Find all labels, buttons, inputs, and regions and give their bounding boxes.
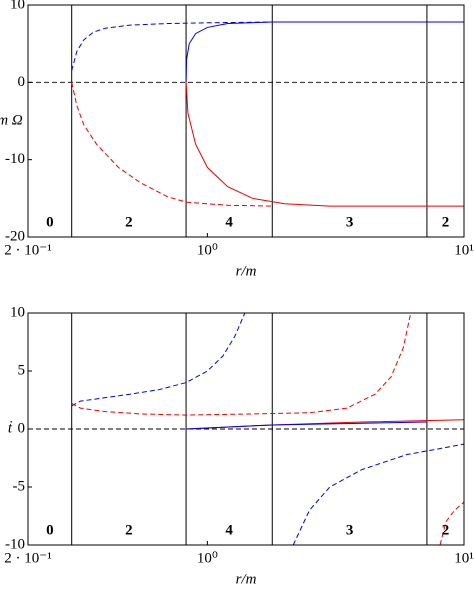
series-line [186,421,427,430]
x-axis-label: r/m [236,571,257,587]
series-line [71,21,273,71]
y-tick-label: 5 [18,362,26,378]
region-label: 2 [125,522,133,538]
y-tick-label: -5 [13,478,26,494]
series-line [71,313,412,416]
x-tick-label: 10¹ [454,242,474,258]
plot-frame [27,4,465,238]
region-label: 3 [346,522,354,538]
region-label: 4 [225,522,233,538]
y-axis-label: ṫ [8,420,13,436]
x-tick-label: 10⁰ [197,550,218,566]
series-line [292,443,464,545]
y-tick-label: 0 [18,420,26,436]
region-label: 0 [46,522,54,538]
region-label: 2 [442,522,450,538]
series-line [71,82,273,207]
region-label: 0 [46,214,54,230]
y-tick-label: 10 [10,0,25,12]
series-line [185,82,464,207]
y-tick-label: 0 [18,74,26,90]
series-line [71,313,246,407]
x-tick-label: 2 · 10⁻¹ [4,550,51,566]
series-line [439,501,464,545]
region-label: 3 [346,214,354,230]
y-tick-label: -10 [5,536,25,552]
series-line [185,21,464,83]
region-label: 2 [442,214,450,230]
x-tick-label: 2 · 10⁻¹ [4,242,51,258]
y-tick-label: 10 [10,304,25,320]
x-tick-label: 10¹ [454,550,474,566]
x-axis-label: r/m [236,263,257,279]
y-tick-label: -10 [5,151,25,167]
y-axis-label: m Ω [0,112,23,128]
region-label: 4 [225,214,233,230]
x-tick-label: 10⁰ [197,242,218,258]
region-label: 2 [125,214,133,230]
y-tick-label: -20 [5,228,25,244]
